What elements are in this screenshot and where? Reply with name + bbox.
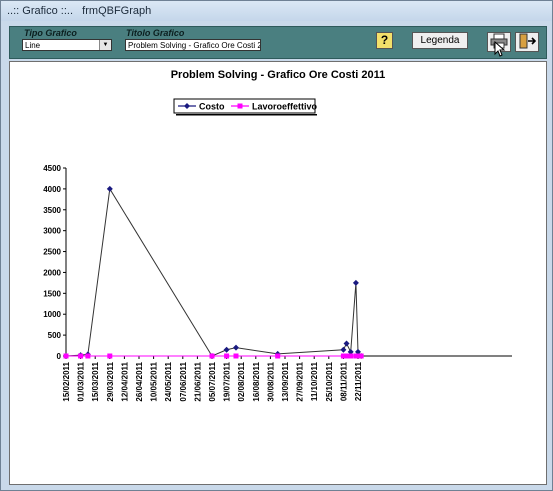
legend-button[interactable]: Legenda [412,32,468,49]
series-point [348,353,354,359]
x-tick-label: 01/03/2011 [77,361,86,401]
series-point [347,348,354,355]
x-tick-label: 10/05/2011 [150,361,159,401]
series-point [275,353,281,359]
x-tick-label: 05/07/2011 [208,361,217,401]
x-tick-label: 11/10/2011 [310,361,319,401]
chart-type-value: Line [25,41,41,50]
x-tick-label: 15/03/2011 [91,361,100,401]
series-point [224,353,230,359]
legend-label-1: Lavoroeffettivo [252,102,318,112]
series-point [63,353,69,359]
y-tick-label: 4500 [43,164,61,173]
series-point [340,353,346,359]
help-button[interactable]: ? [376,32,393,49]
legend-label-0: Costo [199,102,225,112]
chart-title-value: Problem Solving - Grafico Ore Costi 2011 [128,41,261,50]
series-point [344,353,350,359]
y-tick-label: 2000 [43,268,61,277]
series-point [78,353,84,359]
series-point [232,344,239,351]
x-tick-label: 21/06/2011 [193,361,202,401]
series-point [355,348,361,355]
series-point [340,346,347,353]
chart-title: Problem Solving - Grafico Ore Costi 2011 [171,69,386,81]
chart-title-input[interactable]: Problem Solving - Grafico Ore Costi 2011 [125,39,261,51]
y-tick-label: 1500 [43,289,61,298]
x-tick-label: 08/11/2011 [339,361,348,401]
x-tick-label: 15/02/2011 [62,361,71,401]
legend-button-label: Legenda [420,35,460,46]
legend-marker-0 [184,103,190,109]
chevron-down-icon[interactable]: ▼ [99,40,111,50]
exit-button[interactable] [515,32,539,52]
x-tick-label: 26/04/2011 [135,361,144,401]
x-tick-label: 07/06/2011 [179,361,188,401]
y-tick-label: 1000 [43,310,61,319]
x-tick-label: 02/08/2011 [237,361,246,401]
series-point [209,353,215,359]
y-tick-label: 3000 [43,227,61,236]
x-tick-label: 16/08/2011 [252,361,261,401]
series-point [106,185,113,192]
toolbar: Tipo Grafico Line ▼ Titolo Grafico Probl… [9,26,547,59]
chart-type-label: Tipo Grafico [24,28,77,38]
legend-shadow [176,114,317,116]
chart-panel: Problem Solving - Grafico Ore Costi 2011… [9,61,547,485]
series-point [358,353,364,359]
x-tick-label: 25/10/2011 [325,361,334,401]
series-point [352,279,359,286]
chart-type-select[interactable]: Line ▼ [22,39,112,51]
x-tick-label: 22/11/2011 [354,361,363,401]
y-tick-label: 0 [57,352,62,361]
x-tick-label: 19/07/2011 [223,361,232,401]
window-title: ..:: Grafico ::.. frmQBFGraph [7,5,152,17]
legend-marker-1 [237,103,243,109]
series-point [343,340,350,347]
x-tick-label: 12/04/2011 [120,361,129,401]
x-tick-label: 30/08/2011 [266,361,275,401]
y-tick-label: 3500 [43,206,61,215]
x-tick-label: 13/09/2011 [281,361,290,401]
y-tick-label: 2500 [43,248,61,257]
question-icon: ? [380,33,389,47]
y-tick-label: 500 [48,331,62,340]
mouse-cursor-icon [494,41,506,57]
x-tick-label: 29/03/2011 [106,361,115,401]
series-point [233,353,239,359]
title-bar: ..:: Grafico ::.. frmQBFGraph [1,1,552,21]
series-point [107,353,113,359]
chart-svg: Problem Solving - Grafico Ore Costi 2011… [43,69,512,402]
series-line-0 [65,187,362,357]
series-point [355,353,361,359]
exit-door-icon [519,33,537,49]
chart-title-label: Titolo Grafico [126,28,185,38]
series-point [85,353,91,359]
x-tick-label: 24/05/2011 [164,361,173,401]
x-tick-label: 27/09/2011 [296,361,305,401]
y-tick-label: 4000 [43,185,61,194]
series-point [223,346,230,353]
